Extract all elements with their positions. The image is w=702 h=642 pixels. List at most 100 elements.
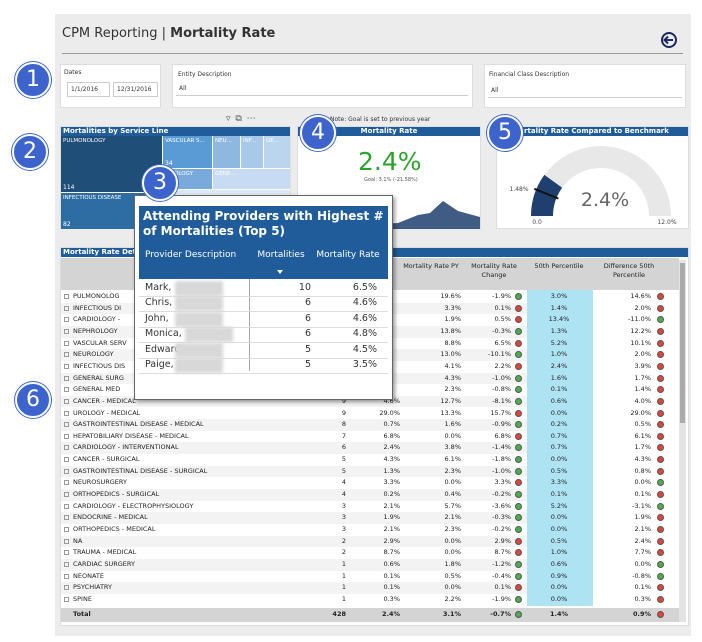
cell: 2.3% <box>444 385 461 394</box>
cell: 19.6% <box>440 292 461 300</box>
treemap-cell: VASCULAR S... 34 <box>163 136 212 168</box>
cell: -0.8% <box>492 385 511 394</box>
financial-select[interactable]: All <box>488 84 682 98</box>
cell: 0.0% <box>550 455 568 464</box>
redacted <box>175 358 223 373</box>
cell: 4 <box>341 490 346 499</box>
cell: 0.1% <box>634 583 651 592</box>
row-label: UROLOGY - MEDICAL <box>73 408 141 417</box>
cell: 4 <box>341 478 346 487</box>
cell: 0.0% <box>444 478 461 487</box>
treemap-label: PULMONOLOGY <box>63 138 106 144</box>
row-stripe <box>61 558 527 571</box>
expand-icon <box>64 422 69 428</box>
cell: 0.6% <box>550 396 568 405</box>
cell: 0.5% <box>494 315 511 324</box>
row-label: Total <box>73 610 91 618</box>
provider-mortalities: 5 <box>304 343 311 355</box>
cell: 2.4% <box>634 536 651 545</box>
cell: 5 <box>341 466 346 475</box>
expand-icon <box>64 538 69 544</box>
treemap-label: INFECTIOUS DISEASE <box>63 195 122 201</box>
status-dot <box>657 560 664 568</box>
status-dot <box>657 491 664 499</box>
cell: 0.1% <box>383 583 400 592</box>
popup-header <box>139 246 388 279</box>
cell: 0.6% <box>383 559 400 568</box>
row-stripe <box>61 419 527 431</box>
visual-toolbar[interactable]: ▿ ⧉ ⋯ <box>226 114 257 124</box>
treemap-cell: NEU... <box>213 136 240 168</box>
cell: 9 <box>341 396 346 405</box>
expand-icon <box>64 515 69 521</box>
status-dot <box>657 444 664 452</box>
expand-icon <box>64 317 69 323</box>
status-dot <box>515 560 522 568</box>
row-label: GENERAL MED <box>73 385 121 394</box>
cell: 3 <box>341 525 346 533</box>
header-rule <box>62 53 683 54</box>
treemap-card: Mortalities by Service Line PULMONOLOGY 1… <box>60 126 291 229</box>
expand-icon <box>64 387 69 393</box>
cell: 0.7% <box>383 420 400 429</box>
cell: 0.1% <box>494 583 511 592</box>
entity-select[interactable]: All <box>176 82 468 96</box>
cell: 428 <box>332 610 346 618</box>
cell: 2.0% <box>634 350 651 359</box>
row-label: NEONATE <box>73 571 104 580</box>
back-button[interactable] <box>660 31 678 49</box>
row-stripe <box>61 535 527 548</box>
expand-icon <box>64 294 69 299</box>
row-label: NEPHROLOGY <box>73 326 118 335</box>
status-dot <box>515 374 522 382</box>
date-end[interactable]: 12/31/2016 <box>113 82 158 97</box>
status-dot <box>515 572 522 580</box>
filter-label: Dates <box>64 69 82 76</box>
treemap-label: GENE... <box>215 171 236 177</box>
status-dot <box>515 397 522 405</box>
status-dot <box>657 327 664 335</box>
row-stripe <box>61 512 527 524</box>
cell: 2 <box>341 536 346 545</box>
kpi-value: 2.4% <box>358 147 422 176</box>
provider-rate: 6.5% <box>352 282 377 293</box>
status-dot <box>657 339 664 347</box>
expand-icon <box>64 398 69 404</box>
cell: 29.0% <box>630 408 651 417</box>
cell: 10.1% <box>630 338 651 347</box>
header-prefix: CPM Reporting <box>62 26 158 41</box>
cell: 13.3% <box>440 408 461 417</box>
column-header: Mortality Rate Change <box>471 262 517 279</box>
row-label: ORTHOPEDICS - MEDICAL <box>73 525 156 533</box>
row-label: ENDOCRINE - MEDICAL <box>73 513 148 522</box>
entity-filter: Entity Description All <box>172 64 473 108</box>
expand-icon <box>64 410 69 416</box>
scrollbar <box>679 260 686 622</box>
cell: 0.7% <box>550 443 568 452</box>
treemap-label: VASCULAR S... <box>165 138 205 144</box>
scroll-thumb <box>680 263 685 423</box>
cell: -0.4% <box>492 571 511 580</box>
status-dot <box>515 537 522 545</box>
cell: 0.0% <box>550 594 568 603</box>
cell: 1 <box>341 583 346 592</box>
row-label: CARDIOLOGY - ELECTROPHYSIOLOGY <box>73 501 194 510</box>
cell: 1 <box>341 559 346 568</box>
expand-icon <box>64 596 69 602</box>
cell: 6.8% <box>494 431 511 440</box>
expand-icon <box>64 573 69 579</box>
status-dot <box>657 293 664 300</box>
cell: 1 <box>341 594 346 603</box>
dates-filter: Dates 1/1/2016 12/31/2016 <box>60 64 161 108</box>
row-label: CARDIOLOGY - INTERVENTIONAL <box>73 443 179 452</box>
cell: 0.0% <box>550 408 568 417</box>
provider-mortalities: 6 <box>304 297 311 309</box>
date-start[interactable]: 1/1/2016 <box>67 82 110 97</box>
cell: 0.0% <box>444 431 461 440</box>
cell: -1.9% <box>492 292 511 300</box>
row-label: PULMONOLOG <box>73 292 120 300</box>
cell: 0.0% <box>634 478 651 487</box>
cell: 14.6% <box>630 292 651 300</box>
cell: 15.7% <box>490 408 511 417</box>
cell: 4.3% <box>383 455 400 464</box>
